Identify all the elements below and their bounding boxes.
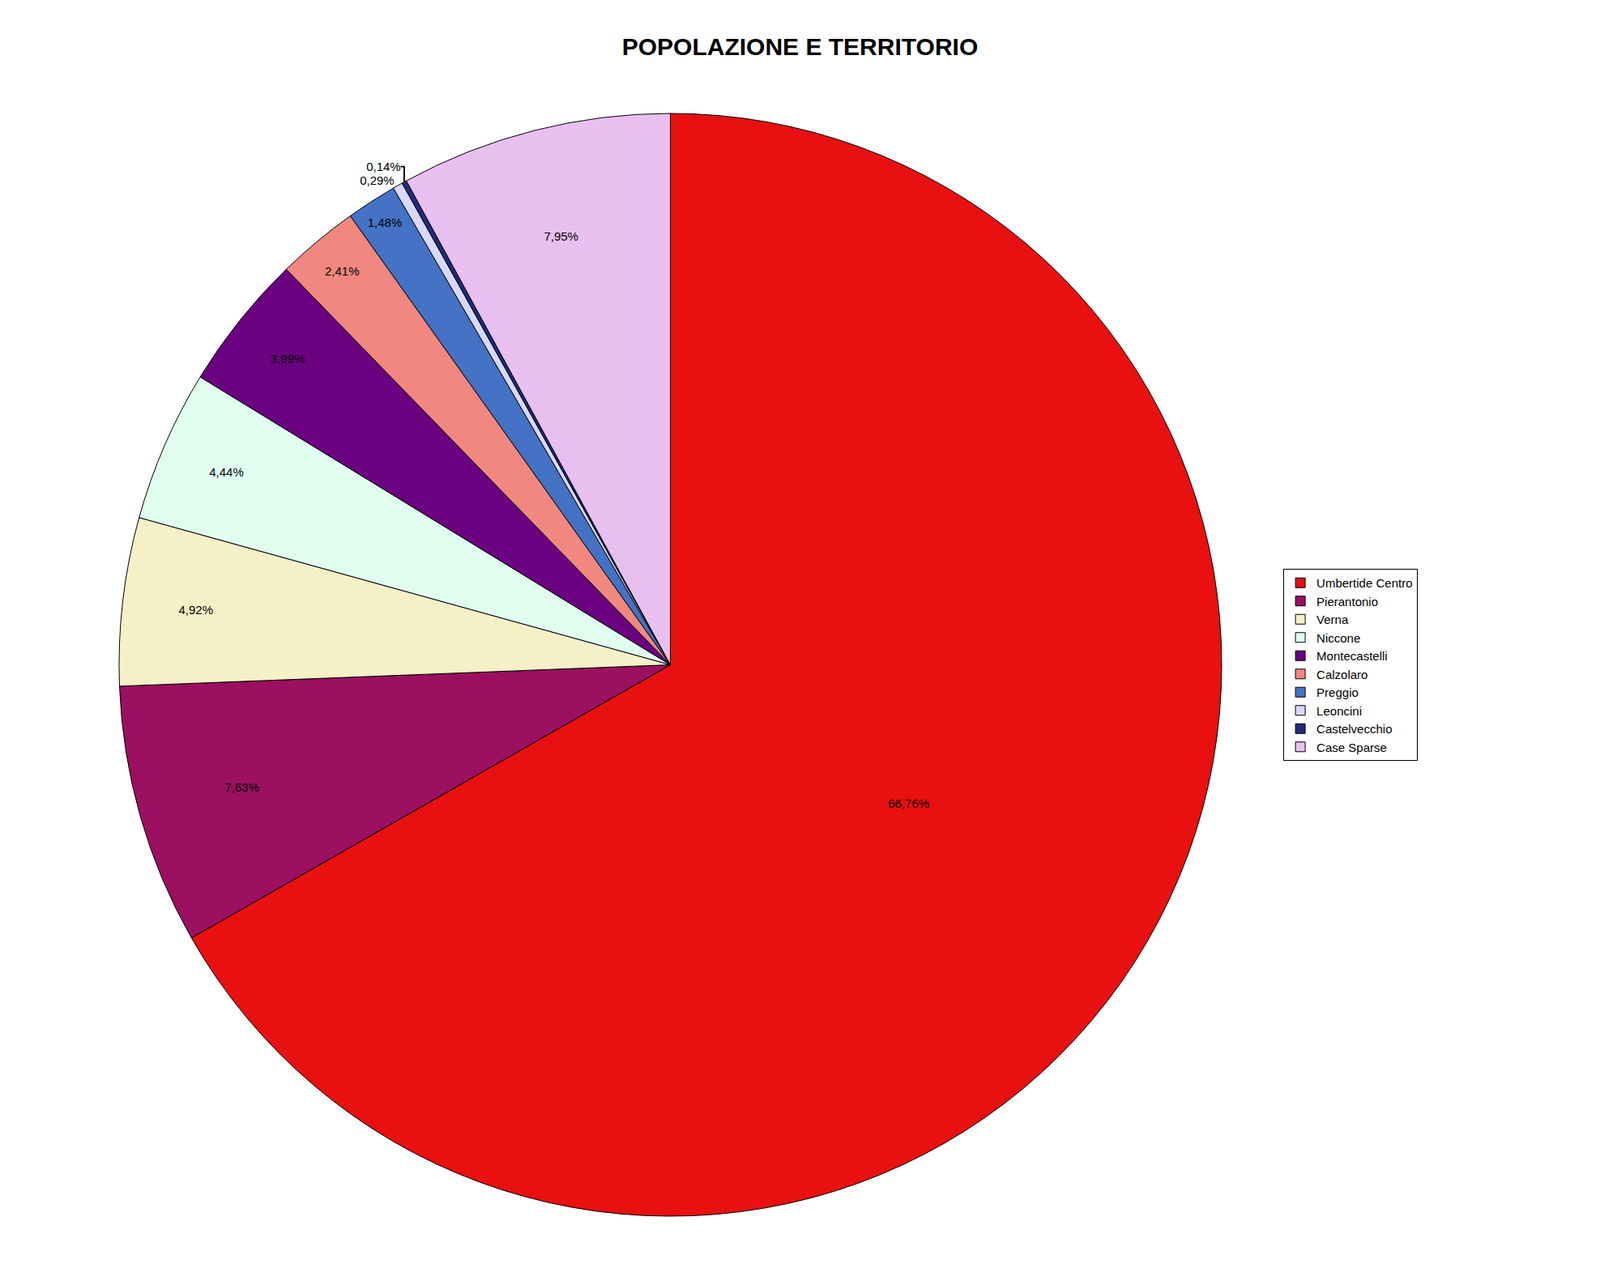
svg-text:Leoncini: Leoncini [1316, 704, 1362, 718]
svg-text:7,63%: 7,63% [224, 780, 260, 794]
svg-text:4,92%: 4,92% [178, 602, 214, 617]
svg-text:Calzolaro: Calzolaro [1316, 667, 1368, 682]
svg-text:4,44%: 4,44% [209, 465, 244, 479]
svg-text:0,14%: 0,14% [366, 159, 402, 174]
svg-text:Verna: Verna [1316, 612, 1349, 627]
svg-text:Castelvecchio: Castelvecchio [1316, 721, 1392, 736]
svg-text:Case Sparse: Case Sparse [1316, 740, 1387, 755]
svg-text:POPOLAZIONE E TERRITORIO: POPOLAZIONE E TERRITORIO [622, 33, 978, 60]
svg-text:Pierantonio: Pierantonio [1316, 594, 1379, 609]
svg-text:66,76%: 66,76% [887, 796, 930, 811]
svg-text:0,29%: 0,29% [359, 173, 395, 188]
svg-text:Niccone: Niccone [1316, 631, 1361, 645]
svg-text:3,99%: 3,99% [270, 351, 306, 366]
svg-text:2,41%: 2,41% [324, 264, 360, 278]
svg-text:1,48%: 1,48% [367, 215, 403, 230]
svg-text:7,95%: 7,95% [543, 229, 579, 244]
svg-text:Preggio: Preggio [1316, 685, 1359, 700]
svg-text:Umbertide Centro: Umbertide Centro [1316, 576, 1413, 590]
svg-text:Montecastelli: Montecastelli [1316, 648, 1388, 663]
